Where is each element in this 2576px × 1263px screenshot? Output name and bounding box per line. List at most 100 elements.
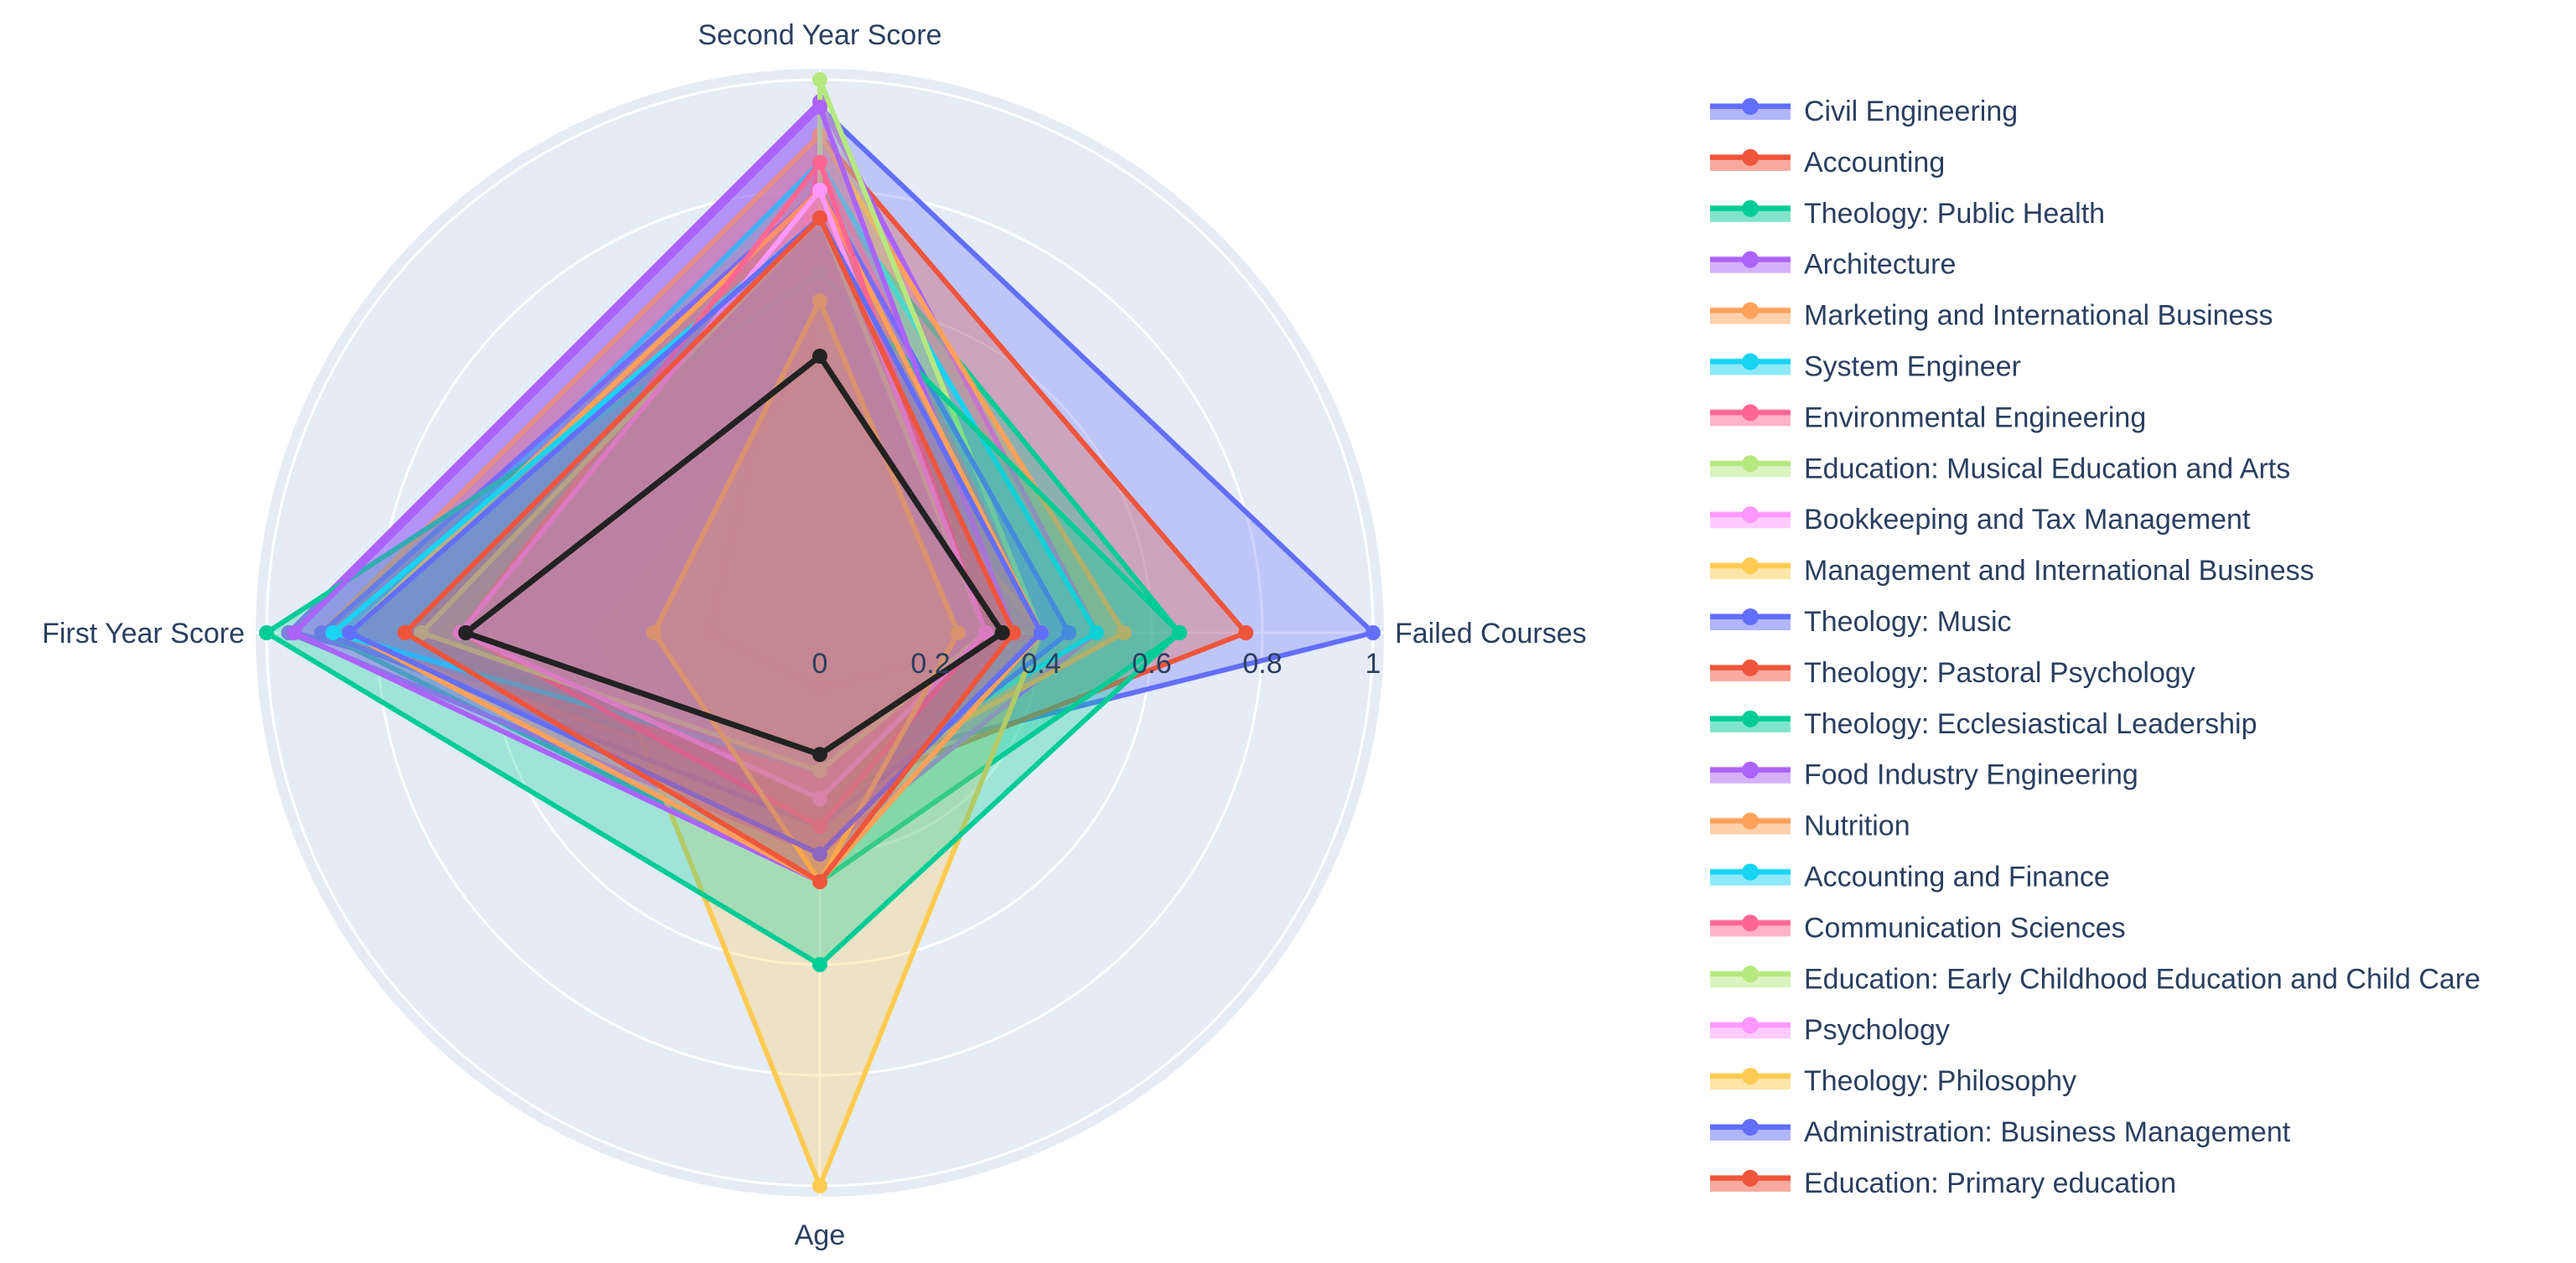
legend-marker [1742,761,1759,779]
radial-tick-label: 0 [812,648,828,680]
series-point[interactable] [259,625,274,640]
series-point[interactable] [812,846,827,862]
series-point[interactable] [812,183,827,198]
series-point[interactable] [812,293,827,308]
legend-label: Nutrition [1804,810,1910,842]
legend-item[interactable]: Marketing and International Business [1710,300,2273,332]
legend-item[interactable]: Food Industry Engineering [1710,759,2138,791]
series-point[interactable] [1034,625,1049,640]
legend-label: Education: Early Childhood Education and… [1804,963,2480,995]
legend-label: Accounting [1804,147,1945,179]
legend-label: Environmental Engineering [1804,401,2146,433]
legend-item[interactable]: Education: Primary education [1710,1167,2176,1199]
series-point[interactable] [812,238,827,253]
radial-tick-label: 0.4 [1021,648,1060,680]
legend-item[interactable]: Management and International Business [1710,555,2314,587]
series-point[interactable] [591,625,606,640]
legend-label: Administration: Business Management [1804,1116,2291,1148]
series-point[interactable] [812,100,827,115]
legend-item[interactable]: Bookkeeping and Tax Management [1710,504,2251,536]
legend-marker [1742,1169,1759,1187]
series-21[interactable] [397,210,1021,889]
legend-marker [1742,608,1759,625]
series-point[interactable] [325,625,341,640]
series-point[interactable] [812,874,827,889]
legend-item[interactable]: Theology: Pastoral Psychology [1710,657,2195,689]
radar-series [259,72,1381,1193]
legend-item[interactable]: Education: Early Childhood Education and… [1710,963,2480,995]
legend-item[interactable]: Communication Sciences [1710,912,2126,944]
legend-item[interactable]: Theology: Music [1710,606,2012,638]
legend-item[interactable]: Accounting and Finance [1710,862,2110,893]
axis-label: Age [795,1219,846,1251]
legend-item[interactable]: Architecture [1710,249,1956,281]
series-19[interactable] [646,293,966,889]
legend-label: Communication Sciences [1804,912,2126,944]
series-point[interactable] [646,625,661,640]
series-point[interactable] [812,210,827,225]
series-point[interactable] [812,1178,827,1193]
legend-marker [1742,659,1759,676]
series-point[interactable] [812,155,827,170]
legend-item[interactable]: Accounting [1710,147,1945,179]
axis-label: Failed Courses [1395,618,1587,650]
series-point[interactable] [1061,625,1076,640]
series-point[interactable] [812,625,827,640]
legend-marker [1742,353,1759,370]
radial-tick-label: 0.8 [1242,648,1282,680]
radial-tick-label: 0.6 [1132,648,1171,680]
legend-item[interactable]: Psychology [1710,1014,1950,1046]
series-point[interactable] [397,625,412,640]
series-point[interactable] [1366,625,1381,640]
legend-item[interactable]: Nutrition [1710,810,1910,842]
series-point[interactable] [1117,625,1132,640]
series-point[interactable] [314,625,329,640]
legend-marker [1742,557,1759,575]
average-point[interactable] [812,747,827,763]
series-point[interactable] [702,625,717,640]
series-point[interactable] [1006,625,1021,640]
legend-item[interactable]: Environmental Engineering [1710,401,2146,433]
legend-item[interactable]: Education: Musical Education and Arts [1710,453,2290,484]
axis-label: Second Year Score [697,19,941,51]
series-point[interactable] [812,266,827,281]
legend-marker [1742,199,1759,217]
series-point[interactable] [342,625,357,640]
series-20[interactable] [342,210,1049,862]
legend-marker [1742,148,1759,166]
legend-label: Education: Musical Education and Arts [1804,453,2290,484]
legend-label: Psychology [1804,1014,1950,1046]
series-average[interactable] [458,349,1010,763]
legend-label: Accounting and Finance [1804,862,2110,893]
legend-item[interactable]: Administration: Business Management [1710,1116,2291,1148]
legend-item[interactable]: Theology: Philosophy [1710,1065,2076,1097]
legend-item[interactable]: Civil Engineering [1710,96,2018,127]
average-point[interactable] [812,349,827,364]
series-point[interactable] [1089,625,1104,640]
series-12[interactable] [259,266,1187,972]
average-point[interactable] [994,625,1010,640]
series-point[interactable] [951,625,966,640]
legend-marker [1742,1068,1759,1085]
legend-item[interactable]: System Engineer [1710,351,2021,383]
series-point[interactable] [812,819,827,834]
average-point[interactable] [458,625,474,640]
series-point[interactable] [812,72,827,87]
series-point[interactable] [812,681,827,696]
legend-item[interactable]: Theology: Ecclesiastical Leadership [1710,708,2257,740]
series-point[interactable] [1238,625,1254,640]
series-point[interactable] [812,763,827,779]
legend-marker [1742,812,1759,830]
legend-item[interactable]: Theology: Public Health [1710,198,2105,230]
legend-label: Theology: Philosophy [1804,1065,2076,1097]
legend-marker [1742,1119,1759,1136]
legend-marker [1742,455,1759,473]
series-point[interactable] [413,625,429,640]
series-point[interactable] [978,625,993,640]
series-point[interactable] [812,957,827,972]
legend[interactable]: Civil Engineering Accounting Theology: Pub… [1710,96,2480,1199]
series-point[interactable] [812,791,827,806]
series-point[interactable] [287,625,302,640]
series-point[interactable] [1172,625,1187,640]
